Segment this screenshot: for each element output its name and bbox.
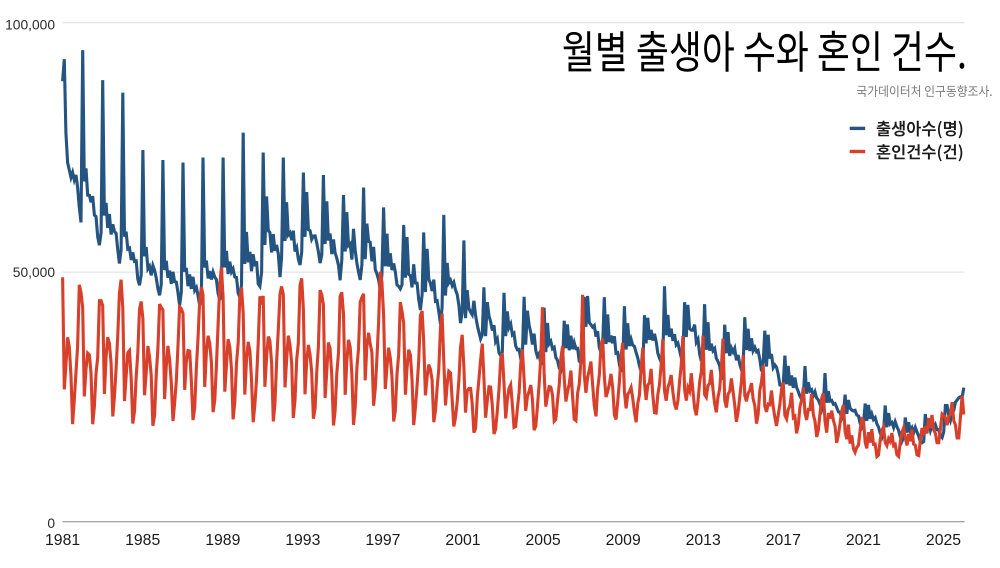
svg-text:1997: 1997 [365,532,400,549]
svg-text:2021: 2021 [846,532,881,549]
svg-text:1993: 1993 [285,532,320,549]
svg-text:2017: 2017 [766,532,801,549]
svg-text:2013: 2013 [686,532,721,549]
svg-text:50,000: 50,000 [13,265,56,280]
svg-text:1981: 1981 [45,532,80,549]
svg-text:2005: 2005 [526,532,561,549]
svg-text:2009: 2009 [606,532,641,549]
svg-text:0: 0 [47,516,55,531]
svg-text:1985: 1985 [125,532,160,549]
svg-text:1989: 1989 [205,532,240,549]
svg-text:100,000: 100,000 [5,18,55,33]
svg-text:2025: 2025 [926,532,961,549]
svg-text:2001: 2001 [445,532,480,549]
